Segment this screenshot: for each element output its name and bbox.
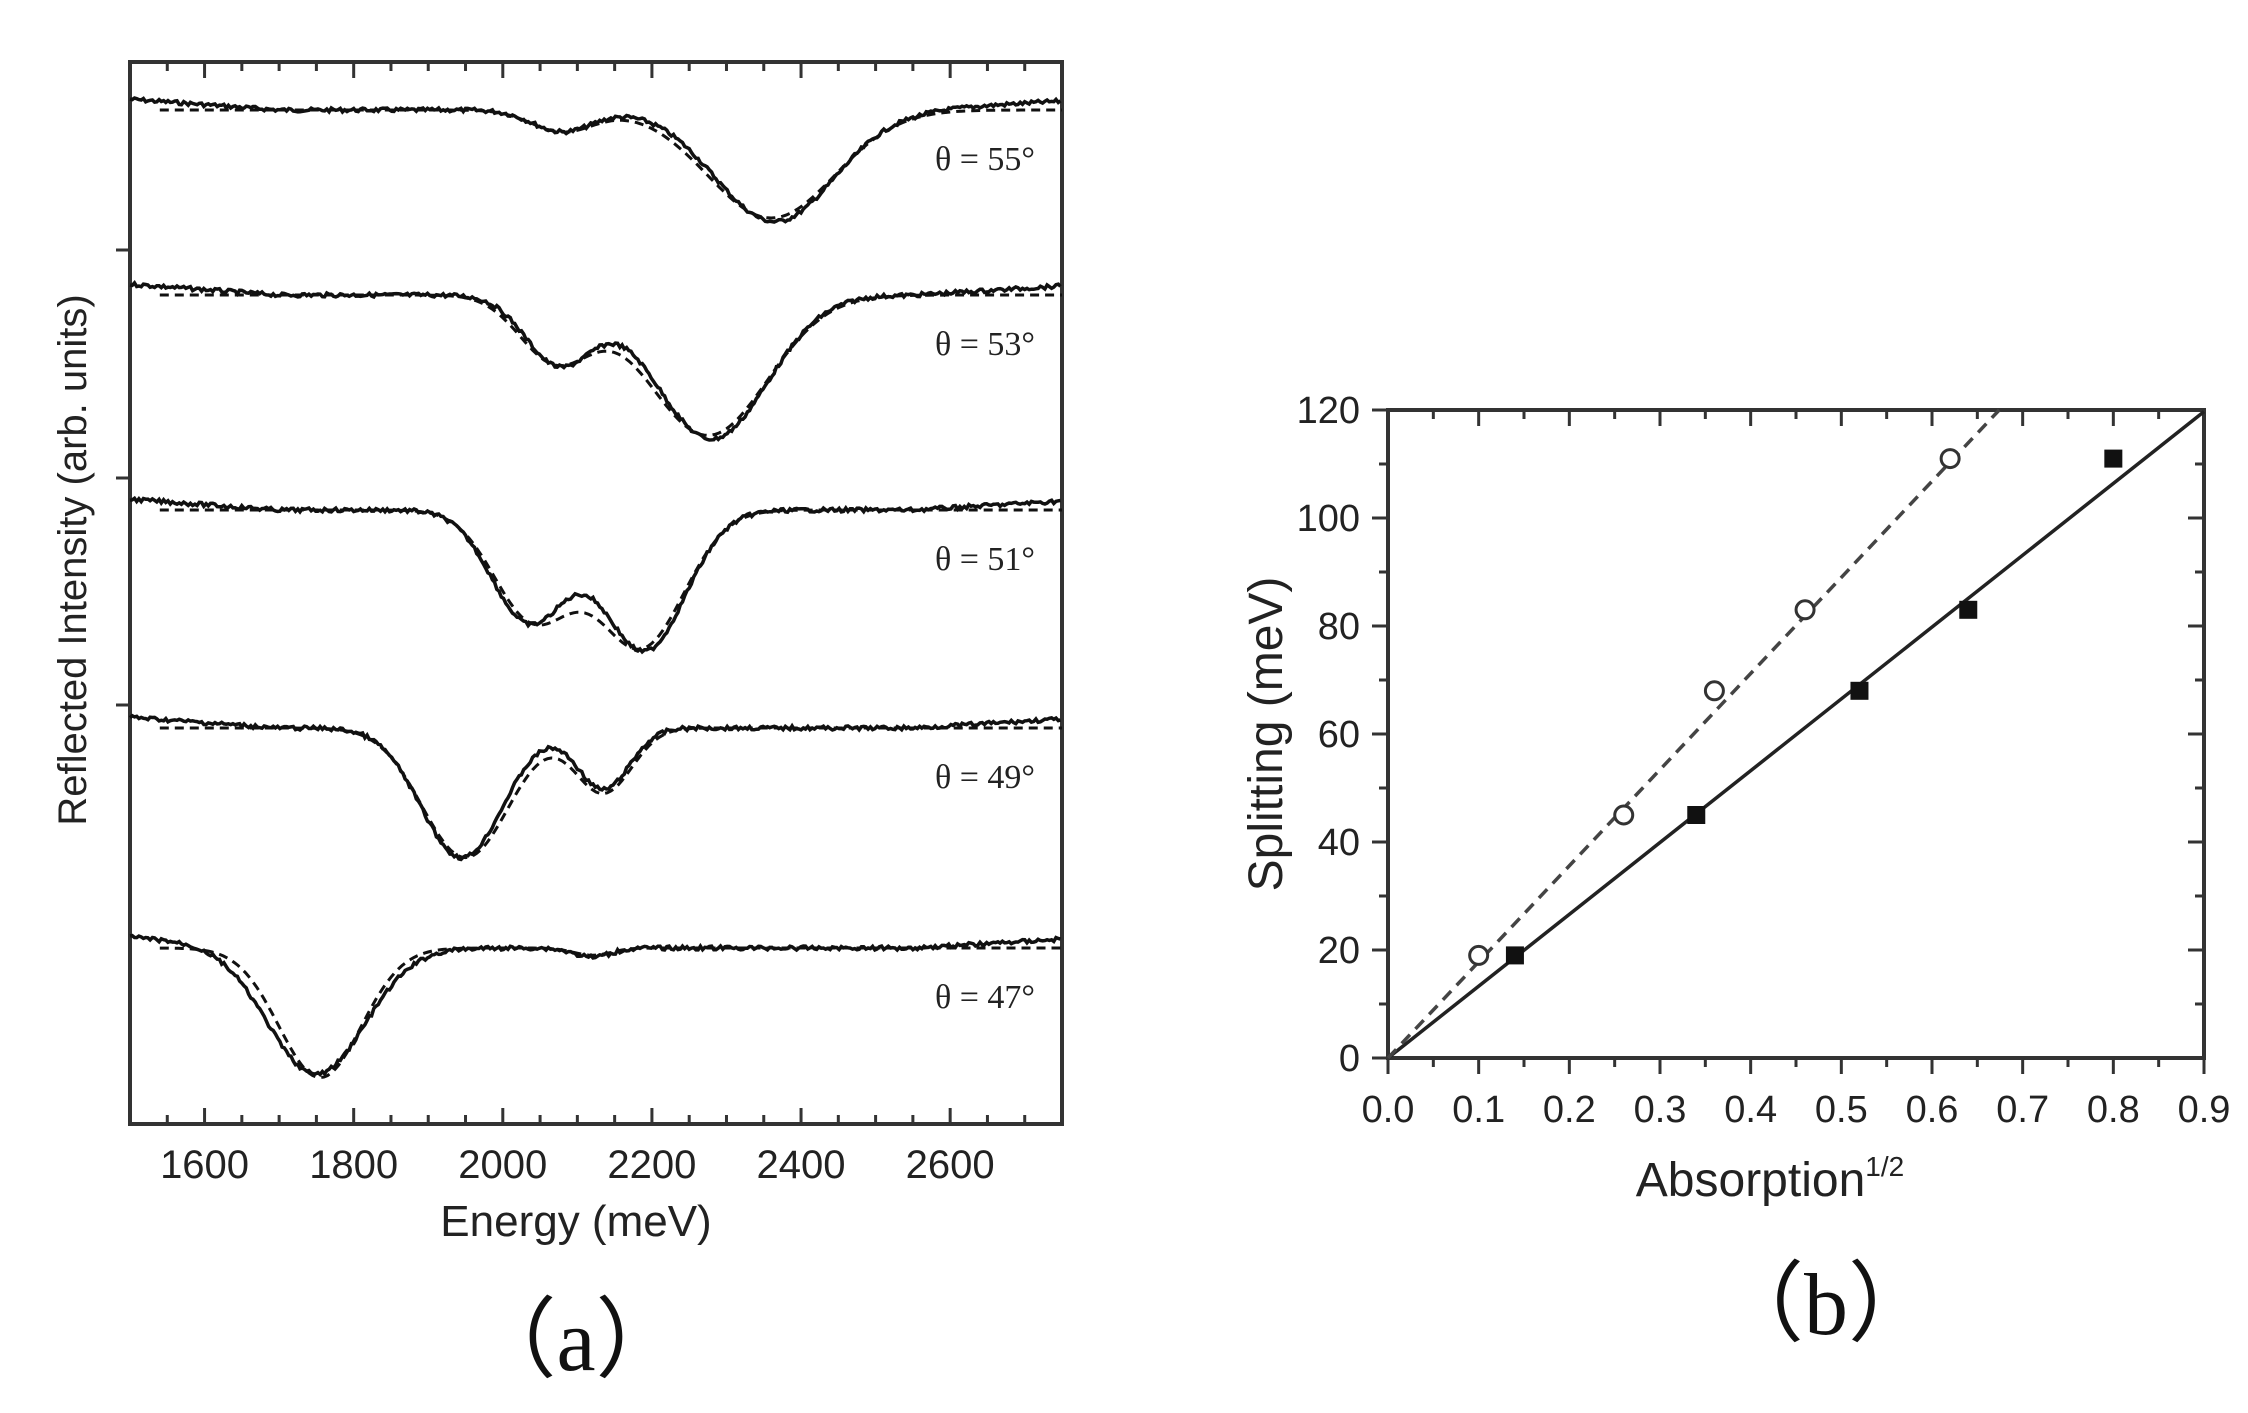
panel-b-ticks: [1372, 408, 2206, 1074]
panel-a-x-axis-label: Energy (meV): [440, 1197, 711, 1246]
panel-a-x-tick-label: 1600: [160, 1143, 249, 1187]
panel-b-x-axis-label-main: Absorption: [1636, 1154, 1865, 1207]
panel-a-measured-curve: [129, 96, 1062, 224]
panel-b-open-circle-point: [1468, 944, 1490, 966]
panel-b-x-tick-label: 0.1: [1452, 1089, 1505, 1131]
panel-b-y-tick-label: 120: [1297, 390, 1360, 432]
panel-a-measured-curve: [129, 280, 1062, 442]
panel-b-dashed-fit-line: [1386, 408, 2001, 1060]
panel-a-tick-labels: 1600 1800 2000 2200 2400 2600: [160, 1143, 995, 1187]
panel-a-angle-label: θ = 49°: [935, 759, 1035, 796]
panel-b-filled-square-point: [1505, 946, 1524, 965]
panel-a-fit-curve: [159, 508, 1062, 651]
panel-b-data-points: [1468, 448, 2123, 966]
panel-b-tick-labels: 0.0 0.1 0.2 0.3 0.4 0.5 0.6 0.7 0.8 0.9 0 20 40 60 80 1…: [1297, 390, 2231, 1131]
panel-a-label: （a）: [468, 1293, 683, 1390]
panel-b-x-axis-label-superscript: 1/2: [1865, 1151, 1904, 1182]
panel-a-reflectance-chart: 1600 1800 2000 2200 2400 2600 θ = 55°θ = 53°θ…: [51, 60, 1064, 1390]
panel-b-filled-square-point: [1959, 600, 1978, 619]
panel-b-y-axis-label: Splitting (meV): [1240, 577, 1293, 892]
panel-b-filled-square-point: [1850, 681, 1869, 700]
panel-b-splitting-chart: 0.0 0.1 0.2 0.3 0.4 0.5 0.6 0.7 0.8 0.9 0 20 40 60 80 1…: [1240, 390, 2230, 1354]
panel-a-angle-label: θ = 55°: [935, 141, 1035, 178]
panel-b-x-tick-label: 0.6: [1906, 1089, 1959, 1131]
panel-b-open-circle-point: [1703, 680, 1725, 702]
panel-b-x-axis-label: Absorption1/2: [1636, 1151, 1904, 1207]
panel-b-x-tick-label: 0.7: [1996, 1089, 2049, 1131]
panel-b-y-tick-label: 80: [1318, 606, 1360, 648]
panel-a-angle-label: θ = 51°: [935, 541, 1035, 578]
panel-b-open-circle-point: [1613, 804, 1635, 826]
panel-a-measured-curve: [128, 713, 1062, 862]
panel-a-angle-label: θ = 53°: [935, 326, 1035, 363]
panel-b-x-tick-label: 0.2: [1543, 1089, 1596, 1131]
panel-a-plot-frame: [128, 60, 1064, 1126]
panel-b-y-tick-label: 40: [1318, 822, 1360, 864]
panel-b-y-tick-label: 0: [1339, 1038, 1360, 1080]
panel-a-x-tick-label: 1800: [309, 1143, 398, 1187]
panel-b-y-tick-label: 60: [1318, 714, 1360, 756]
panel-b-y-tick-label: 100: [1297, 498, 1360, 540]
panel-b-filled-square-point: [1687, 806, 1706, 824]
panel-b-y-tick-label: 20: [1318, 930, 1360, 972]
panel-b-filled-square-point: [2104, 449, 2123, 468]
panel-b-x-tick-label: 0.3: [1634, 1089, 1687, 1131]
panel-b-open-circle-point: [1794, 599, 1816, 621]
panel-b-open-circle-point: [1939, 448, 1961, 470]
panel-a-fit-curve: [159, 293, 1062, 437]
panel-a-curve-labels: θ = 55° θ = 53° θ = 51° θ = 49° θ = 47°: [935, 141, 1035, 1016]
panel-a-y-axis-label: Reflected Intensity (arb. units): [51, 294, 95, 825]
panel-a-fit-curve: [159, 108, 1062, 220]
panel-a-x-tick-label: 2200: [607, 1143, 696, 1187]
panel-b-label: （b）: [1716, 1257, 1936, 1354]
panel-a-x-tick-label: 2000: [458, 1143, 547, 1187]
panel-a-x-tick-label: 2600: [906, 1143, 995, 1187]
panel-b-solid-fit-line: [1386, 410, 2206, 1060]
panel-a-curves: [128, 96, 1062, 1080]
panel-b-x-tick-label: 0.9: [2178, 1089, 2231, 1131]
panel-a-angle-label: θ = 47°: [935, 979, 1035, 1016]
panel-a-x-tick-label: 2400: [757, 1143, 846, 1187]
panel-a-measured-curve: [129, 495, 1061, 655]
panel-b-fit-lines: [1386, 408, 2206, 1060]
panel-b-x-tick-label: 0.8: [2087, 1089, 2140, 1131]
panel-b-x-tick-label: 0.5: [1815, 1089, 1868, 1131]
panel-a-fit-curve: [159, 726, 1062, 860]
panel-b-x-tick-label: 0.4: [1724, 1089, 1777, 1131]
panel-b-x-tick-label: 0.0: [1362, 1089, 1415, 1131]
panel-a-ticks: [116, 62, 1064, 1124]
panel-a-fit-curve: [159, 946, 1062, 1080]
